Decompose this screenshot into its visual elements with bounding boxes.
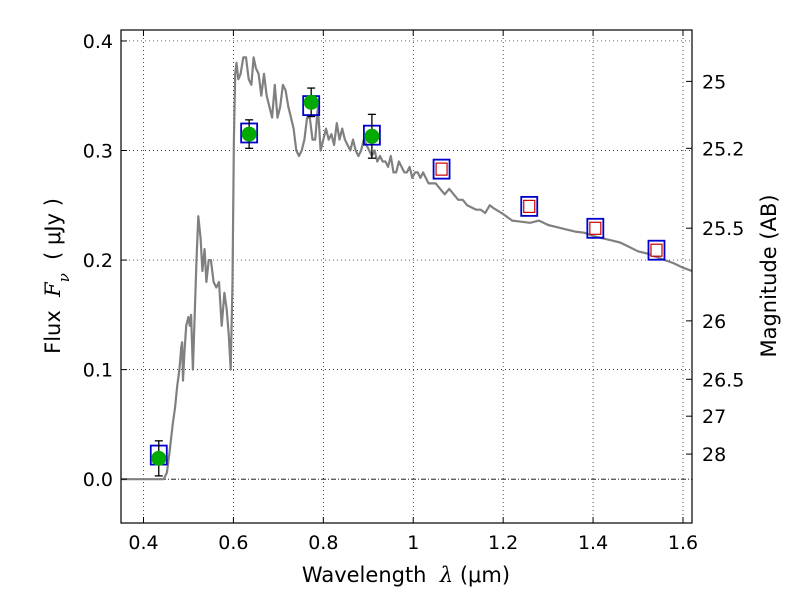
model-photometry-marker bbox=[432, 158, 451, 180]
upper-limit-marker bbox=[650, 243, 663, 257]
y-tick-label: 0.3 bbox=[83, 141, 113, 163]
magnitude-axis-ticks: 25 25.2 25.5 26 26.5 27 28 bbox=[686, 71, 744, 466]
y-axis-label-symbol: F bbox=[41, 281, 65, 298]
y-axis-label-prefix: Flux bbox=[41, 297, 65, 354]
x-tick-label: 1 bbox=[407, 532, 419, 554]
plot-frame bbox=[120, 29, 693, 524]
y-tick-label: 0.0 bbox=[83, 469, 113, 491]
magnitude-tick-label: 27 bbox=[702, 406, 726, 428]
observed-data-point bbox=[241, 126, 257, 142]
y-tick-label: 0.2 bbox=[83, 250, 113, 272]
y-axis-ticks: 0.0 0.1 0.2 0.3 0.4 bbox=[83, 31, 127, 491]
observed-data-point bbox=[303, 94, 319, 110]
magnitude-tick-label: 28 bbox=[702, 444, 726, 466]
x-tick-label: 0.8 bbox=[308, 532, 338, 554]
upper-limit-marker bbox=[523, 199, 536, 213]
y-tick-label: 0.4 bbox=[83, 31, 113, 53]
x-axis-label-prefix: Wavelength bbox=[302, 563, 440, 587]
observed-data-point bbox=[151, 450, 167, 466]
x-tick-label: 1.2 bbox=[488, 532, 518, 554]
model-photometry-marker bbox=[520, 195, 539, 217]
x-tick-label: 1.4 bbox=[578, 532, 608, 554]
magnitude-tick-label: 26.5 bbox=[702, 369, 744, 391]
model-photometry-marker bbox=[586, 217, 605, 239]
magnitude-tick-label: 25.2 bbox=[702, 138, 744, 160]
x-tick-label: 0.4 bbox=[128, 532, 158, 554]
y-tick-label: 0.1 bbox=[83, 360, 113, 382]
x-axis-ticks: 0.4 0.6 0.8 1 1.2 1.4 1.6 bbox=[128, 30, 698, 554]
magnitude-tick-label: 25 bbox=[702, 71, 726, 93]
y-axis-label: Flux Fν ( μJy ) bbox=[41, 198, 73, 354]
x-tick-label: 1.6 bbox=[668, 532, 698, 554]
y-axis-label-subscript: ν bbox=[55, 273, 73, 282]
model-photometry-marker bbox=[647, 239, 666, 261]
x-axis-label-symbol: λ bbox=[439, 563, 453, 587]
x-axis-label: Wavelength λ (μm) bbox=[302, 563, 510, 587]
upper-limit-marker bbox=[435, 162, 448, 176]
magnitude-tick-label: 26 bbox=[702, 311, 726, 333]
observed-data-point bbox=[364, 128, 380, 144]
y-axis-label-unit: ( μJy ) bbox=[41, 198, 65, 273]
sed-model-line bbox=[121, 56, 693, 481]
magnitude-axis-label: Magnitude (AB) bbox=[757, 194, 781, 357]
x-tick-label: 0.6 bbox=[218, 532, 248, 554]
plot-content bbox=[121, 56, 693, 481]
magnitude-tick-label: 25.5 bbox=[702, 218, 744, 240]
upper-limit-marker bbox=[589, 221, 602, 235]
x-axis-label-unit: (μm) bbox=[453, 563, 510, 587]
